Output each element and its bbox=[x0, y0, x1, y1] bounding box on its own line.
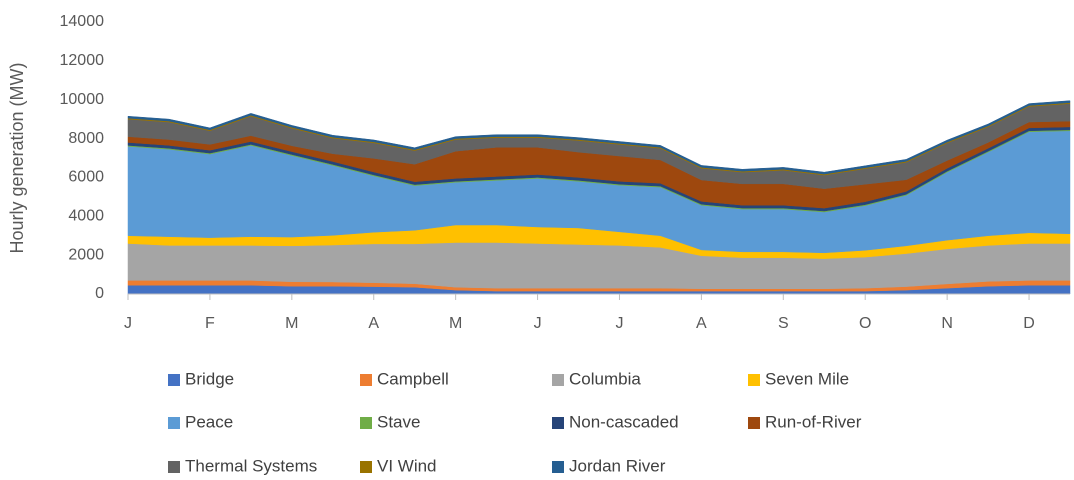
legend-swatch bbox=[168, 374, 180, 386]
x-tick-label: N bbox=[941, 315, 953, 332]
legend-swatch bbox=[748, 417, 760, 429]
x-tick-label: J bbox=[615, 315, 623, 332]
legend-label: Thermal Systems bbox=[185, 456, 317, 475]
x-tick-label: O bbox=[859, 315, 871, 332]
legend-label: Campbell bbox=[377, 369, 449, 388]
y-tick-label: 12000 bbox=[60, 52, 105, 69]
y-tick-label: 14000 bbox=[60, 13, 105, 30]
legend-label: Peace bbox=[185, 412, 233, 431]
x-tick-label: A bbox=[368, 315, 379, 332]
legend-swatch bbox=[168, 417, 180, 429]
legend-label: Bridge bbox=[185, 369, 234, 388]
legend-swatch bbox=[748, 374, 760, 386]
legend-swatch bbox=[168, 461, 180, 473]
y-tick-label: 10000 bbox=[60, 91, 105, 108]
legend-label: Stave bbox=[377, 412, 420, 431]
legend-swatch bbox=[552, 461, 564, 473]
legend-label: Jordan River bbox=[569, 456, 666, 475]
legend-swatch bbox=[360, 417, 372, 429]
legend-swatch bbox=[360, 374, 372, 386]
legend-label: Columbia bbox=[569, 369, 641, 388]
y-tick-label: 6000 bbox=[68, 169, 104, 186]
x-tick-label: A bbox=[696, 315, 707, 332]
area bbox=[127, 100, 1071, 175]
x-tick-label: M bbox=[285, 315, 298, 332]
x-tick-label: M bbox=[449, 315, 462, 332]
legend-label: Non-cascaded bbox=[569, 412, 679, 431]
x-tick-label: S bbox=[778, 315, 789, 332]
legend-label: Seven Mile bbox=[765, 369, 849, 388]
x-tick-label: J bbox=[124, 315, 132, 332]
y-tick-label: 8000 bbox=[68, 130, 104, 147]
y-tick-label: 0 bbox=[95, 285, 104, 302]
legend-label: VI Wind bbox=[377, 456, 437, 475]
legend-swatch bbox=[552, 374, 564, 386]
y-tick-label: 4000 bbox=[68, 208, 104, 225]
y-tick-label: 2000 bbox=[68, 246, 104, 263]
legend-swatch bbox=[552, 417, 564, 429]
x-tick-label: D bbox=[1023, 315, 1035, 332]
x-tick-label: J bbox=[534, 315, 542, 332]
legend-label: Run-of-River bbox=[765, 412, 862, 431]
y-axis-label: Hourly generation (MW) bbox=[7, 62, 27, 253]
legend-swatch bbox=[360, 461, 372, 473]
x-tick-label: F bbox=[205, 315, 215, 332]
